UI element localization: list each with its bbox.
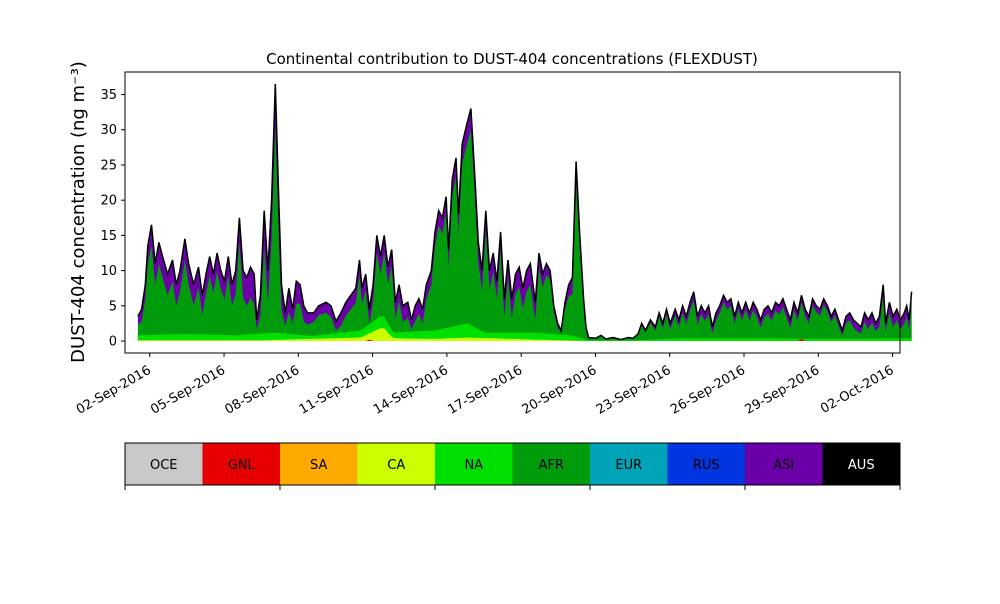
legend-swatch-na [435,443,513,485]
x-tick-label: 29-Sep-2016 [742,363,822,418]
legend-swatch-gnl [202,443,280,485]
legend-label-ca: CA [387,458,405,473]
legend-swatch-sa [280,443,358,485]
y-tick-label: 25 [100,158,117,173]
y-axis: 0 5 10 15 20 25 30 35 [100,88,125,350]
legend-swatch-eur [590,443,668,485]
y-tick-label: 30 [100,123,117,138]
x-tick-label: 08-Sep-2016 [222,363,302,418]
x-tick-label: 14-Sep-2016 [371,363,451,418]
y-tick-label: 35 [100,88,117,103]
legend-colorbar: OCE GNL SA CA NA AFR EUR RUS ASI AUS [124,442,901,490]
legend-label-gnl: GNL [228,458,256,473]
legend-frame [124,442,901,486]
plot-frame [124,71,901,354]
total-line [137,83,913,341]
x-tick-label: 02-Sep-2016 [74,363,154,418]
chart-title: Continental contribution to DUST-404 con… [266,50,758,68]
legend-label-eur: EUR [615,458,642,473]
x-tick-label: 02-Oct-2016 [818,363,896,417]
y-tick-label: 20 [100,194,117,209]
x-tick-label: 26-Sep-2016 [668,363,748,418]
area-afr [137,126,912,341]
x-tick-label: 20-Sep-2016 [520,363,600,418]
legend-label-na: NA [464,458,483,473]
legend-label-afr: AFR [539,458,564,473]
x-axis: 02-Sep-201605-Sep-201608-Sep-201611-Sep-… [74,353,897,418]
legend-label-rus: RUS [693,458,720,473]
area-layers [137,83,913,341]
y-tick-label: 15 [100,229,117,244]
y-tick-label: 0 [109,335,117,350]
x-tick-label: 23-Sep-2016 [594,363,674,418]
legend-swatch-ca [357,443,435,485]
legend-swatch-aus [822,443,900,485]
y-tick-label: 5 [109,299,117,314]
legend-label-aus: AUS [848,458,875,473]
y-tick-label: 10 [100,264,117,279]
x-tick-label: 11-Sep-2016 [297,363,377,418]
x-tick-label: 05-Sep-2016 [148,363,228,418]
legend-label-asi: ASI [773,458,794,473]
legend-label-oce: OCE [150,458,178,473]
y-axis-label: DUST-404 concentration (ng m⁻³) [68,61,89,363]
legend-swatch-rus [667,443,745,485]
x-tick-label: 17-Sep-2016 [445,363,525,418]
area-na [137,316,912,341]
legend-label-sa: SA [310,458,327,473]
legend-swatch-asi [745,443,823,485]
legend-swatch-oce [125,443,203,485]
legend-swatch-afr [512,443,590,485]
